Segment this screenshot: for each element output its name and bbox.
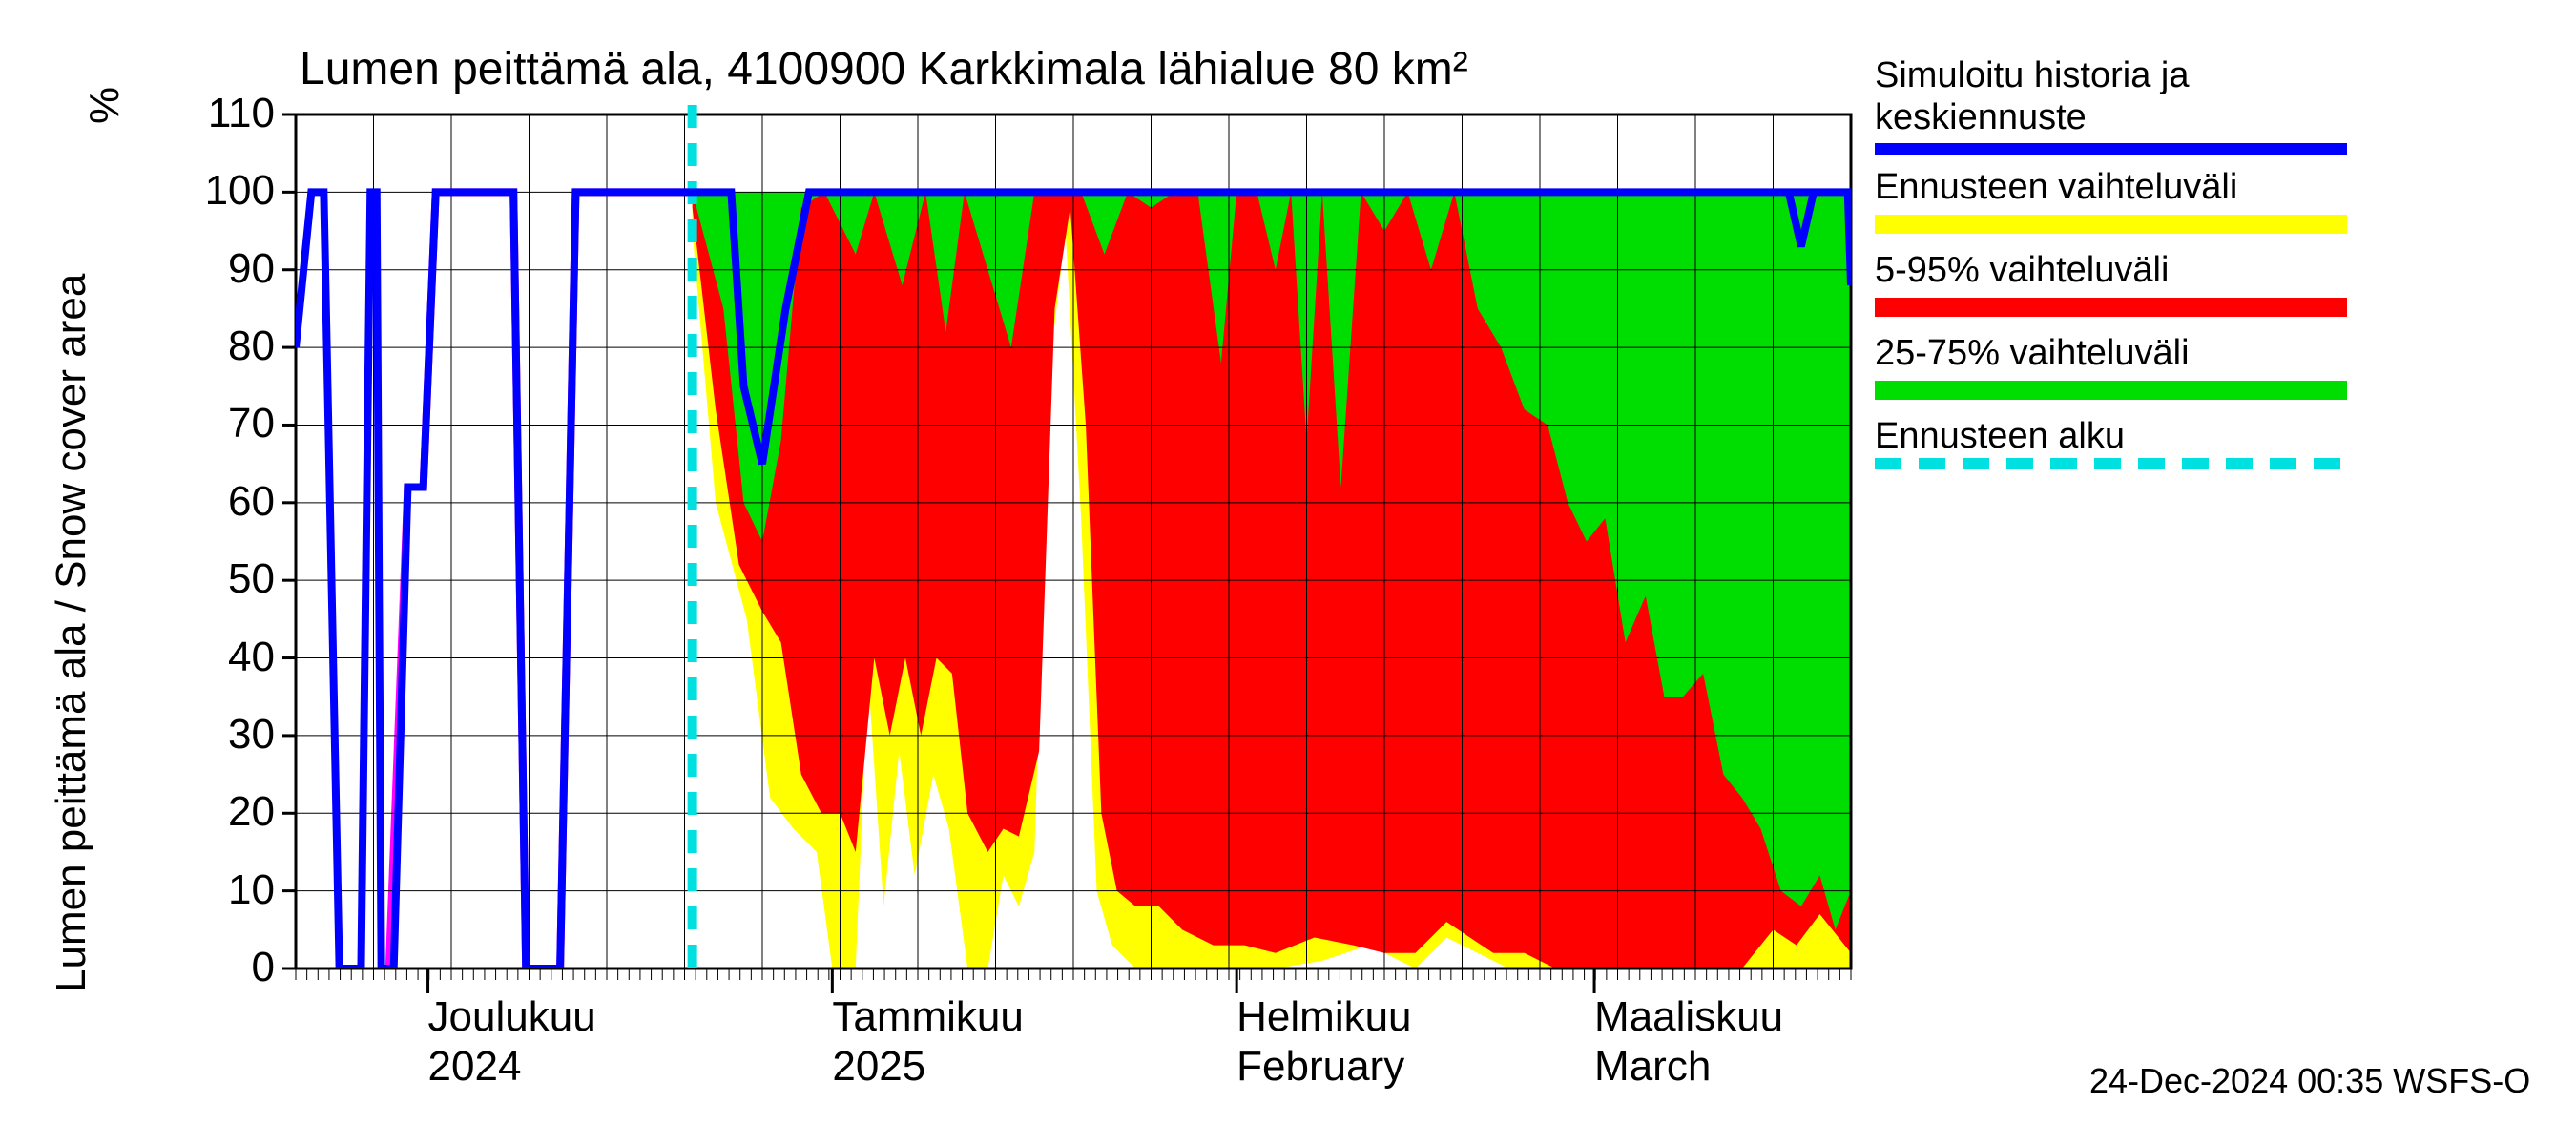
legend-swatch-yellow	[1875, 215, 2347, 234]
legend-swatch-red	[1875, 298, 2347, 317]
y-tick-label: 60	[228, 478, 275, 526]
legend-item-blue: Simuloitu historia ja keskiennuste	[1875, 55, 2189, 138]
y-tick-label: 70	[228, 400, 275, 448]
y-tick-label: 0	[252, 944, 275, 991]
y-tick-label: 20	[228, 788, 275, 836]
y-tick-label: 80	[228, 323, 275, 370]
x-tick-sublabel: 2024	[428, 1043, 522, 1091]
y-tick-label: 30	[228, 711, 275, 759]
legend-swatch-green	[1875, 381, 2347, 400]
chart-container: Lumen peittämä ala, 4100900 Karkkimala l…	[0, 0, 2576, 1145]
x-tick-label: Tammikuu	[832, 993, 1024, 1041]
y-tick-label: 100	[205, 167, 275, 215]
y-tick-label: 90	[228, 245, 275, 293]
x-tick-label: Helmikuu	[1236, 993, 1411, 1041]
y-tick-label: 10	[228, 866, 275, 914]
x-tick-label: Joulukuu	[428, 993, 596, 1041]
y-tick-label: 50	[228, 555, 275, 603]
legend-swatch-cyan	[1875, 456, 2352, 475]
legend-item-cyan: Ennusteen alku	[1875, 416, 2125, 458]
x-tick-label: Maaliskuu	[1594, 993, 1783, 1041]
y-tick-label: 110	[208, 90, 275, 137]
x-tick-sublabel: March	[1594, 1043, 1711, 1091]
y-tick-label: 40	[228, 634, 275, 681]
legend-item-yellow: Ennusteen vaihteluväli	[1875, 167, 2237, 209]
chart-timestamp: 24-Dec-2024 00:35 WSFS-O	[2089, 1061, 2530, 1101]
x-tick-sublabel: February	[1236, 1043, 1404, 1091]
x-tick-sublabel: 2025	[832, 1043, 925, 1091]
legend-item-red: 5-95% vaihteluväli	[1875, 250, 2169, 292]
legend-swatch-blue	[1875, 143, 2347, 155]
legend-item-green: 25-75% vaihteluväli	[1875, 333, 2190, 375]
